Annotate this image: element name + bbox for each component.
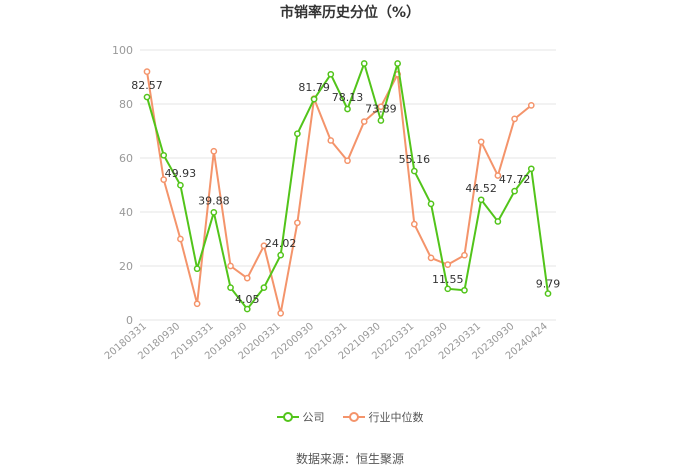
legend-label-company: 公司 — [302, 411, 325, 424]
y-tick-label: 40 — [119, 206, 133, 219]
company-point — [310, 95, 318, 103]
company-point — [360, 60, 368, 67]
company-point — [410, 167, 418, 175]
company-point — [477, 196, 485, 204]
company-data-label: 4.05 — [235, 293, 260, 306]
y-tick-label: 60 — [119, 152, 133, 165]
series — [143, 60, 552, 317]
company-point — [143, 93, 151, 101]
legend-label-industry: 行业中位数 — [368, 411, 424, 424]
company-point — [344, 105, 351, 113]
industry-point — [210, 147, 218, 155]
company-point — [444, 285, 452, 293]
industry-point — [527, 102, 535, 109]
data-source: 数据来源：恒生聚源 — [295, 452, 404, 466]
company-point — [243, 305, 251, 313]
industry-point — [344, 157, 351, 165]
company-point — [160, 151, 168, 159]
industry-point — [260, 242, 268, 250]
line-chart: 0 20 40 60 80 100 201803312018093020190331201… — [103, 44, 560, 362]
chart-title: 市销率历史分位（%） — [279, 5, 421, 21]
company-point — [177, 181, 184, 189]
company-data-label: 82.57 — [131, 79, 163, 92]
company-data-label: 11.55 — [432, 273, 464, 286]
company-data-label: 47.72 — [499, 173, 531, 186]
industry-point — [477, 138, 485, 146]
industry-point — [461, 251, 468, 259]
industry-point — [227, 262, 234, 270]
y-axis: 0 20 40 60 80 100 — [112, 44, 133, 327]
company-point — [327, 70, 335, 78]
company-point — [277, 251, 285, 259]
industry-point — [410, 220, 418, 228]
industry-line — [146, 71, 532, 315]
company-point — [544, 290, 552, 297]
company-data-label: 78.13 — [332, 91, 364, 104]
company-data-label: 55.16 — [399, 153, 431, 166]
company-point — [377, 117, 385, 124]
industry-point — [511, 115, 518, 123]
company-point — [193, 265, 201, 273]
company-data-label: 9.79 — [536, 278, 561, 291]
company-point — [461, 286, 468, 294]
company-point — [511, 187, 518, 195]
industry-point — [327, 137, 335, 144]
industry-point — [427, 254, 435, 262]
y-tick-label: 100 — [112, 44, 133, 57]
y-tick-label: 20 — [119, 260, 133, 273]
company-point — [394, 60, 401, 67]
company-data-label: 81.79 — [298, 81, 330, 94]
industry-point — [277, 309, 285, 317]
company-data-label: 73.89 — [365, 102, 397, 115]
y-tick-label: 80 — [119, 98, 133, 111]
x-axis: 2018033120180930201903312019093020200331… — [103, 321, 550, 362]
industry-point — [177, 235, 184, 243]
industry-point — [360, 118, 368, 125]
company-point — [227, 284, 234, 291]
legend-swatch-industry — [342, 412, 365, 422]
industry-point — [160, 176, 168, 183]
company-point — [527, 165, 535, 173]
industry-point — [243, 274, 251, 282]
company-data-label: 24.02 — [265, 237, 297, 250]
company-data-label: 49.93 — [165, 167, 197, 180]
company-point — [494, 218, 502, 225]
legend: 公司 行业中位数 — [0, 409, 700, 425]
company-point — [260, 284, 268, 291]
company-data-label: 44.52 — [465, 182, 497, 195]
industry-point — [494, 172, 502, 179]
industry-point — [377, 103, 385, 111]
company-point — [427, 200, 435, 208]
industry-point — [143, 68, 151, 75]
industry-point — [444, 261, 452, 268]
legend-swatch-company — [276, 412, 299, 422]
industry-point — [193, 300, 201, 308]
company-data-label: 39.88 — [198, 194, 230, 207]
company-point — [294, 130, 301, 138]
legend-item-company[interactable]: 公司 — [276, 409, 325, 425]
legend-item-industry[interactable]: 行业中位数 — [342, 409, 424, 425]
industry-point — [294, 219, 301, 227]
company-point — [210, 208, 218, 216]
y-tick-label: 0 — [126, 314, 133, 327]
